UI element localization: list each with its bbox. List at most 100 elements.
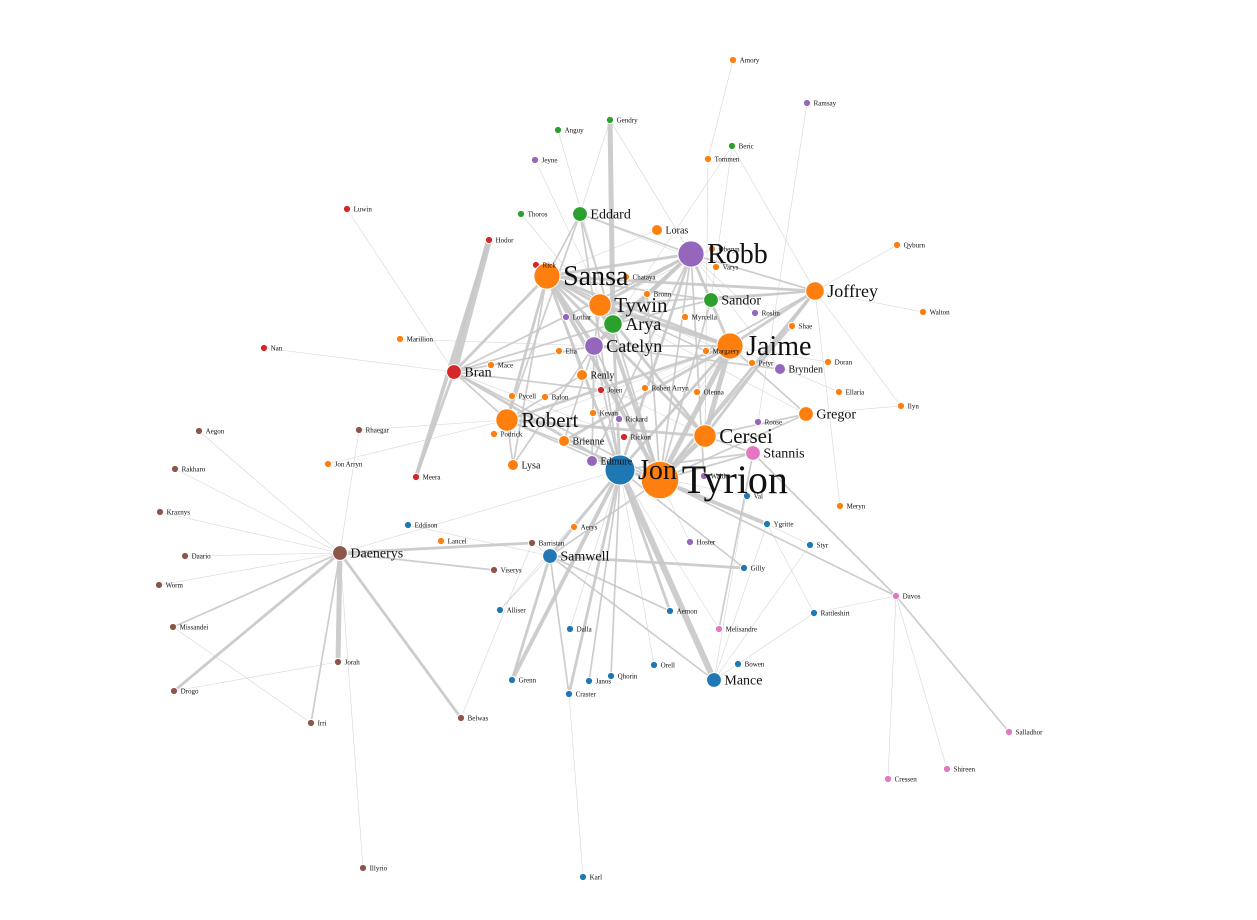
node-grenn[interactable]	[507, 675, 517, 685]
node-ellaria[interactable]	[834, 387, 844, 397]
node-robert[interactable]	[495, 408, 519, 432]
node-davos[interactable]	[891, 591, 901, 601]
node-tyrion[interactable]	[640, 460, 680, 500]
node-jaime[interactable]	[716, 332, 744, 360]
node-lothar[interactable]	[561, 312, 571, 322]
node-walder[interactable]	[699, 471, 709, 481]
node-jojen[interactable]	[596, 385, 606, 395]
node-arya[interactable]	[603, 314, 623, 334]
node-drogo[interactable]	[169, 686, 179, 696]
node-bran[interactable]	[446, 364, 462, 380]
node-olenna[interactable]	[692, 387, 702, 397]
node-bronn[interactable]	[642, 289, 652, 299]
node-jon[interactable]	[604, 454, 636, 486]
node-kraznys[interactable]	[155, 507, 165, 517]
node-roose[interactable]	[753, 417, 763, 427]
node-missandei[interactable]	[168, 622, 178, 632]
node-cressen[interactable]	[883, 774, 893, 784]
node-craster[interactable]	[564, 689, 574, 699]
node-alliser[interactable]	[495, 605, 505, 615]
node-melisandre[interactable]	[714, 624, 724, 634]
node-cersei[interactable]	[693, 424, 717, 448]
node-dalla[interactable]	[565, 624, 575, 634]
node-hodor[interactable]	[484, 235, 494, 245]
node-amory[interactable]	[728, 55, 738, 65]
node-ramsay[interactable]	[802, 98, 812, 108]
node-eddison[interactable]	[403, 520, 413, 530]
node-irri[interactable]	[306, 718, 316, 728]
node-qyburn[interactable]	[892, 240, 902, 250]
node-oberyn[interactable]	[707, 244, 717, 254]
node-anguy[interactable]	[553, 125, 563, 135]
node-karl[interactable]	[578, 872, 588, 882]
node-beric[interactable]	[727, 141, 737, 151]
node-robb[interactable]	[677, 240, 705, 268]
node-jorah[interactable]	[333, 657, 343, 667]
node-qhorin[interactable]	[606, 671, 616, 681]
node-roslin[interactable]	[750, 308, 760, 318]
node-balon[interactable]	[540, 392, 550, 402]
node-illyrio[interactable]	[358, 863, 368, 873]
node-luwin[interactable]	[342, 204, 352, 214]
node-daenerys[interactable]	[332, 545, 348, 561]
node-sandor[interactable]	[703, 292, 719, 308]
node-elia[interactable]	[554, 346, 564, 356]
node-jeyne[interactable]	[530, 155, 540, 165]
node-aegon[interactable]	[194, 426, 204, 436]
node-varys[interactable]	[711, 262, 721, 272]
node-margaery[interactable]	[701, 346, 711, 356]
node-loras[interactable]	[651, 224, 663, 236]
node-worm[interactable]	[154, 580, 164, 590]
node-salladhor[interactable]	[1004, 727, 1014, 737]
node-lysa[interactable]	[507, 459, 519, 471]
node-daario[interactable]	[180, 551, 190, 561]
node-tommen[interactable]	[703, 154, 713, 164]
node-sansa[interactable]	[533, 262, 561, 290]
node-bowen[interactable]	[733, 659, 743, 669]
node-janos[interactable]	[584, 676, 594, 686]
node-tywin[interactable]	[588, 293, 612, 317]
node-hoster[interactable]	[685, 537, 695, 547]
node-chataya[interactable]	[621, 272, 631, 282]
node-val[interactable]	[742, 491, 752, 501]
node-ilyn[interactable]	[896, 401, 906, 411]
node-doran[interactable]	[823, 357, 833, 367]
node-joffrey[interactable]	[805, 281, 825, 301]
node-rhaegar[interactable]	[354, 425, 364, 435]
node-aerys[interactable]	[569, 522, 579, 532]
node-mance[interactable]	[706, 672, 722, 688]
node-walton[interactable]	[918, 307, 928, 317]
node-brynden[interactable]	[774, 363, 786, 375]
node-brienne[interactable]	[558, 435, 570, 447]
node-nan[interactable]	[259, 343, 269, 353]
node-stannis[interactable]	[745, 445, 761, 461]
node-viserys[interactable]	[489, 565, 499, 575]
node-kevan[interactable]	[588, 408, 598, 418]
node-ygritte[interactable]	[762, 519, 772, 529]
node-barristan[interactable]	[527, 538, 537, 548]
node-gendry[interactable]	[605, 115, 615, 125]
node-samwell[interactable]	[542, 548, 558, 564]
node-pycelle[interactable]	[507, 391, 517, 401]
node-belwas[interactable]	[456, 713, 466, 723]
node-rakharo[interactable]	[170, 464, 180, 474]
node-shireen[interactable]	[942, 764, 952, 774]
node-petyr[interactable]	[747, 358, 757, 368]
node-mace[interactable]	[486, 360, 496, 370]
node-rickard[interactable]	[614, 414, 624, 424]
node-aemon[interactable]	[665, 606, 675, 616]
node-eddard[interactable]	[572, 206, 588, 222]
node-orell[interactable]	[649, 660, 659, 670]
node-rattleshirt[interactable]	[809, 608, 819, 618]
node-rickon[interactable]	[619, 432, 629, 442]
node-gilly[interactable]	[739, 563, 749, 573]
node-edmure[interactable]	[586, 455, 598, 467]
node-meera[interactable]	[411, 472, 421, 482]
node-thoros[interactable]	[516, 209, 526, 219]
node-shae[interactable]	[787, 321, 797, 331]
node-robertarryn[interactable]	[640, 383, 650, 393]
node-catelyn[interactable]	[584, 336, 604, 356]
node-jonarryn[interactable]	[323, 459, 333, 469]
node-podrick[interactable]	[489, 429, 499, 439]
node-lancel[interactable]	[436, 536, 446, 546]
